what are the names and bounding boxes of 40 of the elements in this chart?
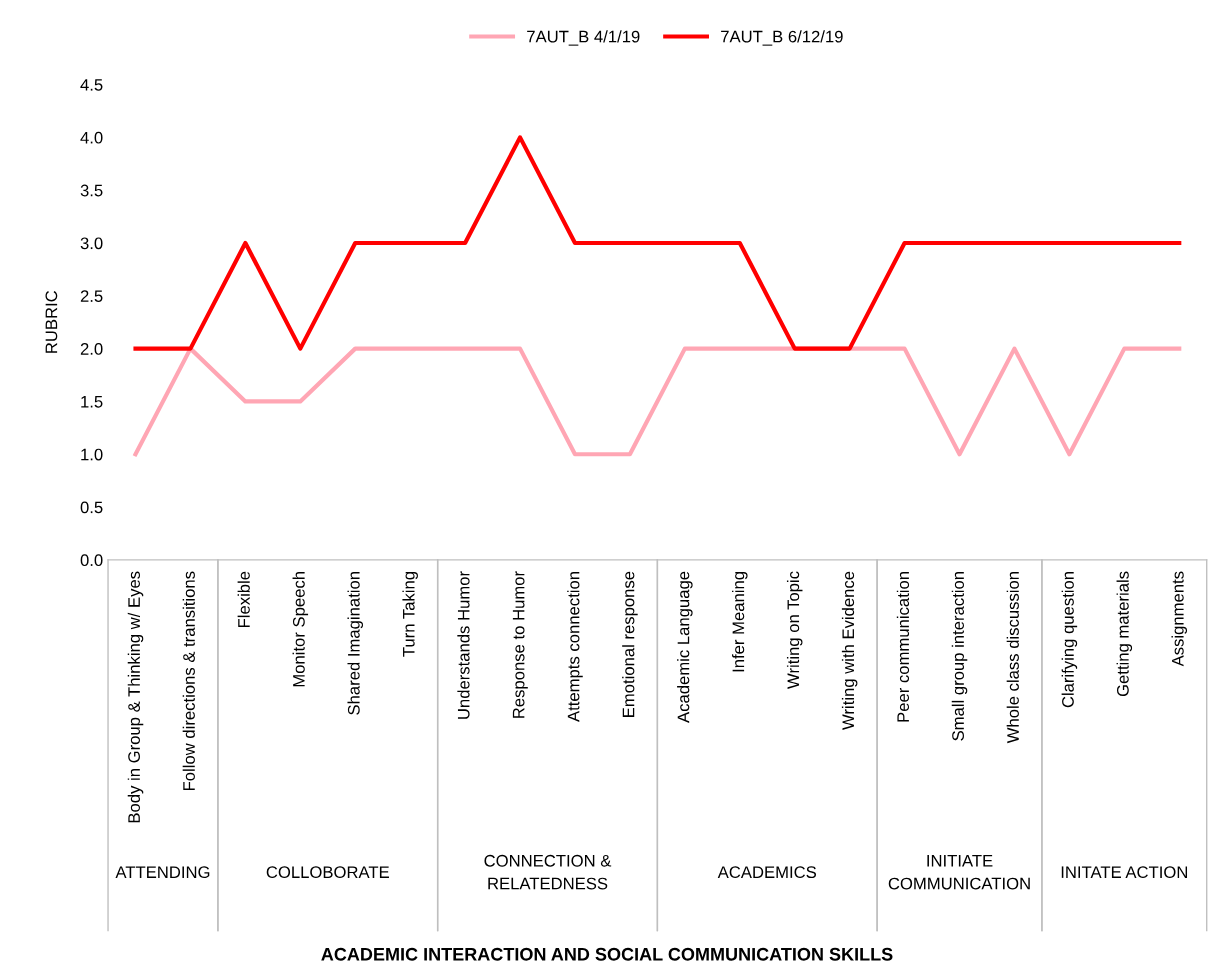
text: COLLOBORATE xyxy=(266,866,389,879)
x-tick-label: Writing on Topic xyxy=(786,571,803,689)
x-tick-label: Monitor Speech xyxy=(292,572,309,687)
x-tick-label: Writing with Evidence xyxy=(841,571,858,730)
y-tick-label: 0.0 xyxy=(80,554,103,567)
y-tick-label: 4.5 xyxy=(80,79,103,91)
x-tick-label: Flexible xyxy=(237,571,250,628)
y-tick-label: 2.0 xyxy=(80,343,103,355)
text: CONNECTION & RELATEDNESS xyxy=(484,854,612,890)
x-tick-label: Getting materials xyxy=(1116,571,1133,697)
text: ACADEMIC INTERACTION AND SOCIAL COMMUNICATION SKILLS xyxy=(321,947,893,961)
legend-label: 7AUT_B 6/12/19 xyxy=(721,30,843,46)
x-tick-label: Understands Humor xyxy=(457,571,470,719)
x-tick-label: Clarifying question xyxy=(1061,572,1078,708)
x-tick-label: Assignments xyxy=(1171,571,1188,667)
x-tick-label: Shared Imagination xyxy=(347,572,364,715)
x-tick-label: Emotional response xyxy=(622,571,638,717)
x-tick-label: Attempts connection xyxy=(567,572,583,722)
y-tick-label: 0.5 xyxy=(80,501,103,514)
y-tick-label: 3.0 xyxy=(80,237,103,250)
y-tick-label: 3.5 xyxy=(80,184,103,197)
y-tick-label: 4.0 xyxy=(80,131,103,144)
x-tick-label: Body in Group & Thinking w/ Eyes xyxy=(127,571,144,823)
y-tick-label: 1.0 xyxy=(81,448,103,461)
text: ATTENDING xyxy=(115,866,210,879)
text: INITATE ACTION xyxy=(1061,866,1188,879)
x-tick-label: Small group interaction xyxy=(951,572,968,741)
y-tick-label: 2.5 xyxy=(80,290,103,303)
x-tick-label: Follow directions & transitions xyxy=(182,571,195,791)
y-tick-label: 1.5 xyxy=(81,396,103,408)
x-tick-label: Peer communication xyxy=(896,572,910,722)
text: ACADEMICS xyxy=(717,866,817,879)
x-tick-label: Turn Taking xyxy=(402,572,418,657)
x-tick-label: Infer Meaning xyxy=(732,572,748,672)
x-tick-label: Academic Language xyxy=(677,571,693,723)
y-axis-title: RUBRIC xyxy=(45,290,58,353)
x-tick-label: Response to Humor xyxy=(512,571,528,718)
x-tick-label: Whole class discussion xyxy=(1006,572,1019,744)
legend-label: 7AUT_B 4/1/19 xyxy=(527,30,640,46)
text: INITIATE COMMUNICATION xyxy=(888,855,1030,890)
